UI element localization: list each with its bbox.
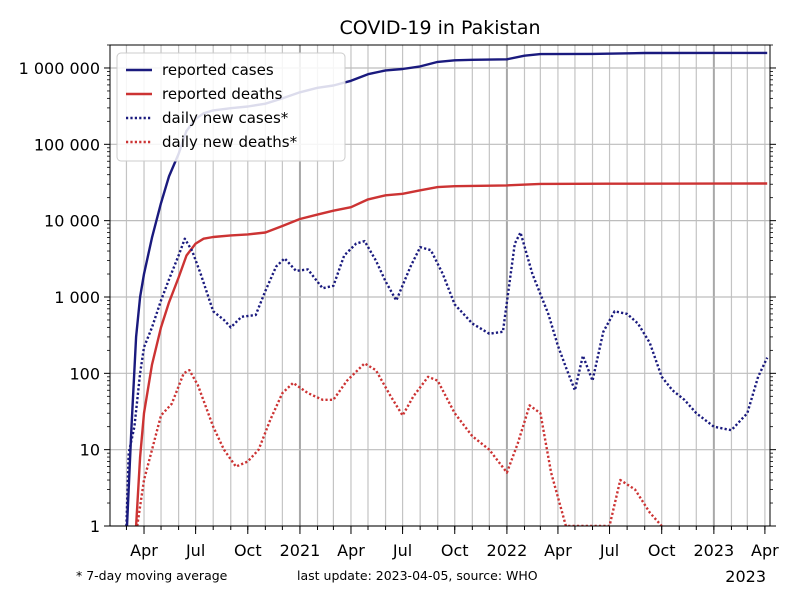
legend-entry: reported deaths — [162, 85, 283, 103]
series-line-daily-new-cases — [125, 231, 769, 526]
footnote-source: last update: 2023-04-05, source: WHO — [297, 568, 538, 583]
legend: reported cases reported deaths daily new c… — [116, 52, 346, 162]
y-tick-label: 10 — [80, 441, 100, 460]
legend-entry: reported cases — [162, 61, 274, 79]
y-axis: 1 10 100 1 000 10 000 100 000 1 000 000 — [19, 44, 776, 536]
x-tick-label: 2021 — [280, 541, 321, 560]
x-tick-label: 2023 — [694, 541, 735, 560]
x-tick-label: Oct — [441, 541, 469, 560]
y-tick-label: 1 — [90, 517, 100, 536]
y-tick-label: 10 000 — [44, 212, 100, 231]
y-tick-label: 100 000 — [34, 135, 100, 154]
x-tick-label: Apr — [130, 541, 158, 560]
series-line-reported-deaths — [134, 182, 768, 526]
y-tick-label: 100 — [69, 364, 100, 383]
x-tick-label: Jul — [392, 541, 412, 560]
x-tick-label: Jul — [599, 541, 619, 560]
x-tick-label: Apr — [337, 541, 365, 560]
x-tick-label: Oct — [648, 541, 676, 560]
x-tick-label: Jul — [185, 541, 205, 560]
x-axis: Apr Jul Oct 2021 Apr Jul Oct 2022 Apr Jul Oct 2023 A… — [125, 526, 779, 560]
legend-box — [116, 52, 346, 162]
x-tick-label: Apr — [751, 541, 779, 560]
y-tick-label: 1 000 000 — [19, 59, 100, 78]
plot-frame — [109, 44, 771, 527]
legend-entry: daily new deaths* — [162, 133, 298, 151]
y-tick-label: 1 000 — [54, 288, 100, 307]
x-tick-label: Oct — [234, 541, 262, 560]
x-tick-label: Apr — [544, 541, 572, 560]
legend-entry: daily new cases* — [162, 109, 289, 127]
chart-title: COVID-19 in Pakistan — [339, 17, 540, 39]
x-offset-label: 2023 — [725, 567, 766, 586]
footnote-moving-average: * 7-day moving average — [76, 568, 228, 583]
x-tick-label: 2022 — [487, 541, 528, 560]
